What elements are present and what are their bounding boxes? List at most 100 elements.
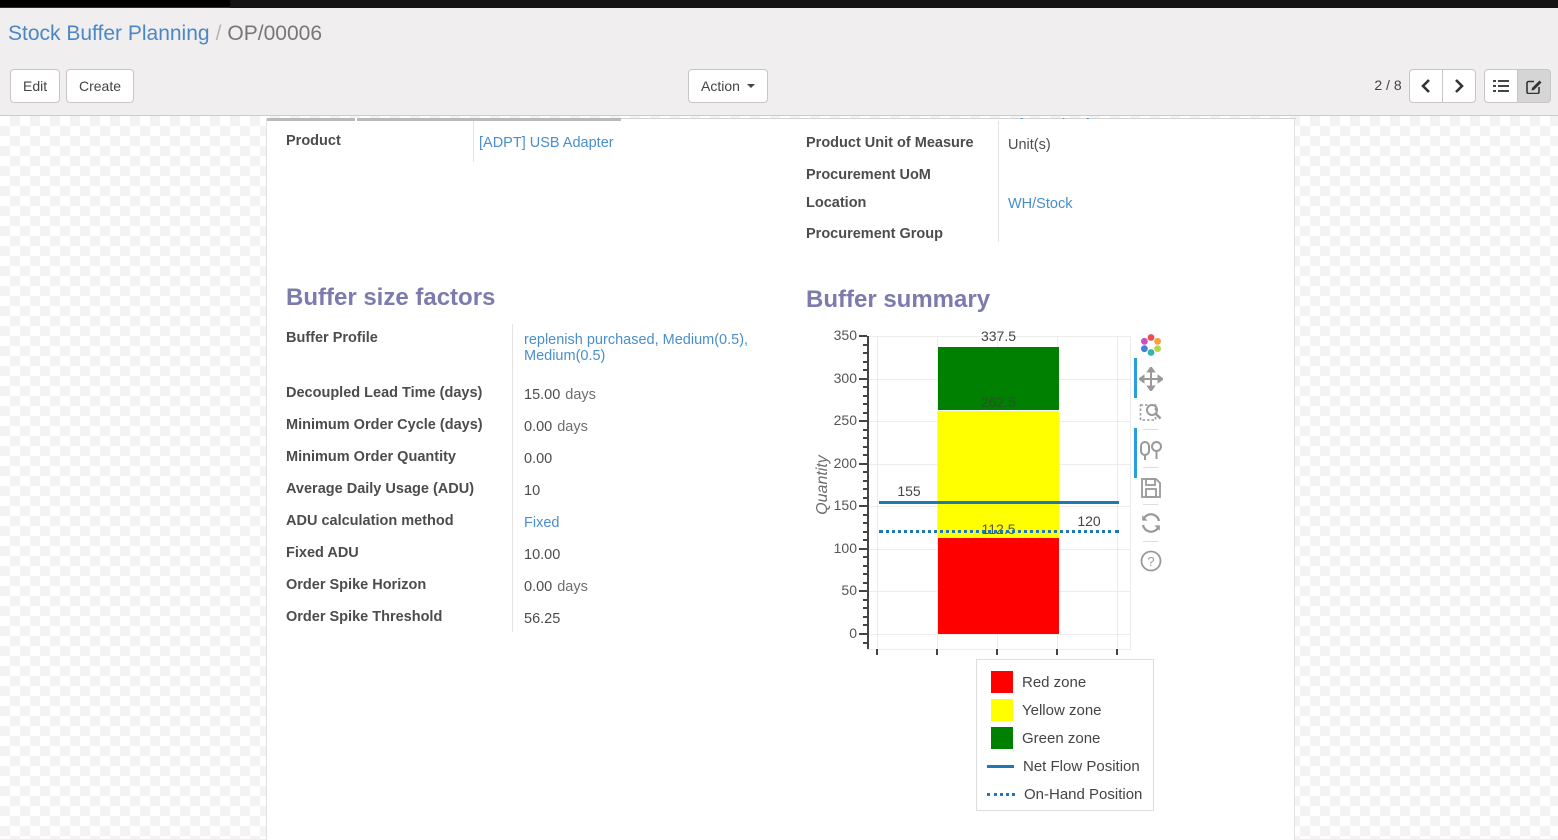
zoom-box-icon[interactable]: [1139, 400, 1163, 424]
red-swatch: [991, 671, 1013, 693]
top-menu-bar: [0, 0, 1558, 8]
top-menu-bar-left-segment: [0, 0, 230, 8]
factor-value-spike-threshold: 56.25: [524, 611, 561, 627]
pager-next-button[interactable]: [1442, 69, 1476, 103]
group-separator: [998, 121, 999, 242]
ytick: [859, 377, 867, 380]
breadcrumb-parent-link[interactable]: Stock Buffer Planning: [8, 22, 210, 45]
edit-button[interactable]: Edit: [10, 69, 61, 103]
ytick: [863, 488, 867, 491]
product-link[interactable]: [ADPT] USB Adapter: [479, 135, 614, 151]
ytick: [859, 505, 867, 508]
solid-line-swatch: [987, 764, 1014, 768]
field-value-location: WH/Stock: [1008, 196, 1288, 212]
pager-buttons: [1409, 69, 1476, 103]
caret-down-icon: [746, 84, 755, 88]
yellow-swatch: [991, 699, 1013, 721]
clipped-company-value: My Company: [1008, 118, 1208, 122]
legend-item-yellow-zone[interactable]: Yellow zone: [977, 698, 1102, 722]
ylab: 50: [841, 582, 857, 599]
factor-value-fixed-adu: 10.00: [524, 547, 561, 563]
field-label-procurement-uom: Procurement UoM: [806, 167, 931, 183]
legend-item-red-zone[interactable]: Red zone: [977, 670, 1086, 694]
nfp: [879, 500, 1119, 504]
ytick: [863, 394, 867, 397]
ytick: [863, 496, 867, 499]
ylab: 350: [833, 327, 857, 343]
ytick: [863, 641, 867, 644]
ytick: [863, 386, 867, 389]
breadcrumb: Stock Buffer Planning / OP/00006: [8, 22, 322, 46]
xtick: [936, 649, 938, 655]
buffer-summary-chart: Quantity 0 50 100 150 200 250 300 350 337.5 262.5…: [806, 326, 1186, 671]
gridh: [867, 634, 1131, 635]
factor-label-dlt: Decoupled Lead Time (days): [286, 385, 483, 401]
zone: [938, 538, 1059, 634]
ytick: [859, 633, 867, 635]
clabel: 337.5: [980, 327, 1017, 344]
adu-method-link[interactable]: Fixed: [524, 515, 560, 531]
zone: [938, 410, 1059, 539]
chevron-left-icon: [1421, 79, 1430, 93]
clipped-row-border: [357, 118, 621, 121]
breadcrumb-separator: /: [215, 22, 222, 45]
factor-label-spike-horizon: Order Spike Horizon: [286, 577, 427, 593]
pager-previous-button[interactable]: [1409, 69, 1443, 103]
xtick: [1056, 649, 1058, 655]
ytick: [863, 539, 867, 542]
factor-label-spike-threshold: Order Spike Threshold: [286, 609, 443, 625]
location-link[interactable]: WH/Stock: [1008, 196, 1073, 212]
ylab: 0: [849, 625, 857, 641]
legend-item-on-hand[interactable]: On-Hand Position: [977, 782, 1142, 806]
list-view-button[interactable]: [1484, 69, 1518, 103]
factor-label-adu: Average Daily Usage (ADU): [286, 481, 475, 497]
dotted-line-swatch: [987, 792, 1015, 796]
ytick: [859, 335, 867, 337]
view-switcher: [1484, 69, 1551, 103]
ytick: [859, 590, 867, 593]
legend-item-net-flow[interactable]: Net Flow Position: [977, 754, 1140, 778]
product-value: [ADPT] USB Adapter: [479, 135, 789, 151]
factor-label-fixed-adu: Fixed ADU: [286, 545, 359, 561]
create-button[interactable]: Create: [66, 69, 135, 103]
ytick: [859, 547, 867, 550]
xtick: [996, 649, 998, 655]
y-axis-title: Quantity: [814, 455, 831, 515]
reset-axes-icon[interactable]: [1139, 511, 1163, 535]
field-label-location: Location: [806, 195, 867, 211]
action-dropdown-button[interactable]: Action: [688, 69, 768, 103]
green-swatch: [991, 727, 1013, 749]
modebar-separator: [1143, 467, 1158, 468]
buffer-profile-link[interactable]: replenish purchased, Medium(0.5), Medium…: [524, 332, 749, 364]
legend-label: Green zone: [1022, 729, 1101, 747]
modebar-separator: [1143, 541, 1158, 542]
compare-hover-icon[interactable]: [1139, 439, 1163, 463]
field-label-uom: Product Unit of Measure: [806, 135, 974, 151]
factor-value-spike-horizon: 0.00 days: [524, 579, 588, 595]
factor-value-min-order-qty: 0.00: [524, 451, 553, 467]
legend-item-green-zone[interactable]: Green zone: [977, 726, 1100, 750]
ylab: 250: [833, 412, 857, 429]
help-icon[interactable]: ?: [1139, 549, 1163, 573]
factor-value-adu-method: Fixed: [524, 515, 776, 531]
ytick: [863, 607, 867, 610]
ytick: [863, 445, 867, 448]
ylab: 150: [833, 497, 857, 514]
plotly-logo-icon[interactable]: [1139, 333, 1163, 357]
field-label: Product: [286, 133, 341, 149]
modebar-active-indicator: [1134, 428, 1137, 478]
ytick: [863, 428, 867, 431]
ytick: [863, 471, 867, 474]
form-sheet: My Company Product [ADPT] USB Adapter Pr…: [266, 118, 1296, 840]
svg-text:?: ?: [1147, 554, 1154, 569]
pan-icon[interactable]: [1137, 365, 1165, 393]
list-icon: [1493, 80, 1509, 92]
save-image-icon[interactable]: [1139, 476, 1163, 500]
clipped-row-border: [267, 118, 355, 121]
form-view-button[interactable]: [1517, 69, 1551, 103]
zone: [938, 346, 1059, 411]
field-label-procurement-group: Procurement Group: [806, 226, 943, 242]
gridh: [867, 649, 1131, 650]
ytick: [863, 343, 867, 346]
form-view-background: My Company Product [ADPT] USB Adapter Pr…: [0, 115, 1558, 840]
